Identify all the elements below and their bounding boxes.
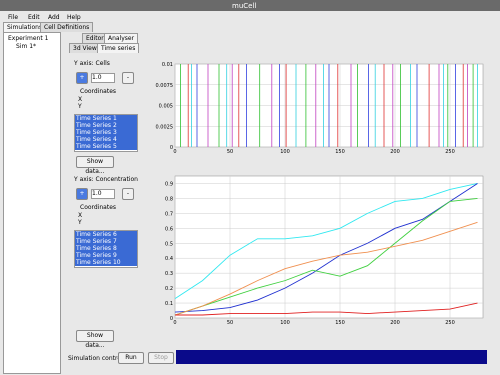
- tab[interactable]: Analyser: [104, 33, 139, 43]
- tab[interactable]: 3d View: [69, 43, 101, 53]
- y-tick-label: 0.3: [165, 271, 173, 277]
- minus-button[interactable]: -: [122, 72, 134, 84]
- plot-area: [174, 175, 484, 319]
- show-data-button[interactable]: Show data...: [76, 330, 114, 349]
- series-line: [175, 302, 478, 316]
- y-tick-label: 0.9: [165, 181, 173, 187]
- x-tick-label: 50: [227, 320, 233, 326]
- show-data-button[interactable]: Show data...: [76, 156, 114, 175]
- controls-label: Simulation controls: [68, 355, 126, 362]
- axis-label: Y axis: Cells: [74, 60, 110, 67]
- y-tick-label: 0.005: [159, 104, 173, 110]
- minus-button[interactable]: -: [122, 188, 134, 200]
- y-tick-label: 0.0025: [156, 124, 174, 130]
- plus-button[interactable]: +: [76, 188, 88, 200]
- x-tick-label: 100: [280, 320, 290, 326]
- coord[interactable]: X: [78, 212, 83, 219]
- group-title: Coordinates: [80, 204, 117, 211]
- window-title: muCell: [232, 2, 257, 10]
- y-tick-label: 0.4: [165, 256, 173, 262]
- tab[interactable]: Time series: [97, 43, 140, 53]
- y-tick-label: 0.2: [165, 286, 173, 292]
- menu-item[interactable]: Add: [48, 14, 60, 21]
- y-tick-label: 0.8: [165, 196, 173, 202]
- axis-label: Y axis: Concentration: [74, 176, 138, 183]
- spin-box[interactable]: 1.0: [91, 73, 115, 83]
- y-tick-label: 0.01: [162, 62, 173, 68]
- stop-button[interactable]: Stop: [148, 352, 174, 364]
- tab[interactable]: Cell Definitions: [40, 22, 94, 32]
- progress-bar: [176, 350, 487, 364]
- tree-node[interactable]: Experiment 1: [8, 35, 49, 42]
- x-tick-label: 250: [445, 320, 455, 326]
- y-tick-label: 0.1: [165, 301, 173, 307]
- tree-panel: [3, 32, 61, 374]
- y-tick-label: 0.5: [165, 241, 173, 247]
- x-tick-label: 0: [173, 149, 176, 155]
- series-line: [174, 183, 478, 299]
- series-line: [174, 197, 478, 316]
- x-tick-label: 50: [227, 149, 233, 155]
- x-tick-label: 250: [445, 149, 455, 155]
- plus-button[interactable]: +: [76, 72, 88, 84]
- spin-box[interactable]: 1.0: [91, 189, 115, 199]
- tree-node[interactable]: Sim 1*: [16, 43, 37, 50]
- menu-item[interactable]: Help: [67, 14, 81, 21]
- series-list: Time Series 6 (CellDefTime Series 7 (Cel…: [74, 230, 138, 268]
- y-tick-label: 0.0075: [156, 83, 174, 89]
- y-tick-label: 0: [170, 316, 173, 322]
- series-line: [174, 183, 478, 313]
- x-tick-label: 100: [280, 149, 290, 155]
- coord[interactable]: X: [78, 96, 83, 103]
- plot: 0 0.0025 0.005 0.0075 0.01 0 50 100 150 200 250: [156, 62, 484, 155]
- menu-item[interactable]: File: [8, 14, 19, 21]
- y-tick-label: 0.7: [165, 211, 173, 217]
- x-tick-label: 150: [335, 149, 345, 155]
- group-title: Coordinates: [80, 88, 117, 95]
- menu-item[interactable]: Edit: [28, 14, 40, 21]
- series-line: [174, 221, 478, 316]
- x-tick-label: 150: [335, 320, 345, 326]
- y-tick-label: 0: [170, 145, 173, 151]
- coord[interactable]: Y: [78, 103, 82, 110]
- x-tick-label: 200: [390, 149, 400, 155]
- plot: 0 0.1 0.2 0.3 0.4 0.5 0.6 0.7 0.8 0.9 0 50 100 150 200…: [165, 175, 484, 326]
- series-list: Time Series 1 (CellDefTime Series 2 (Cel…: [74, 114, 138, 152]
- y-tick-label: 0.6: [165, 226, 173, 232]
- run-button[interactable]: Run: [118, 352, 144, 364]
- coord[interactable]: Y: [78, 219, 82, 226]
- x-tick-label: 200: [390, 320, 400, 326]
- x-tick-label: 0: [173, 320, 176, 326]
- title-bar: [0, 0, 500, 11]
